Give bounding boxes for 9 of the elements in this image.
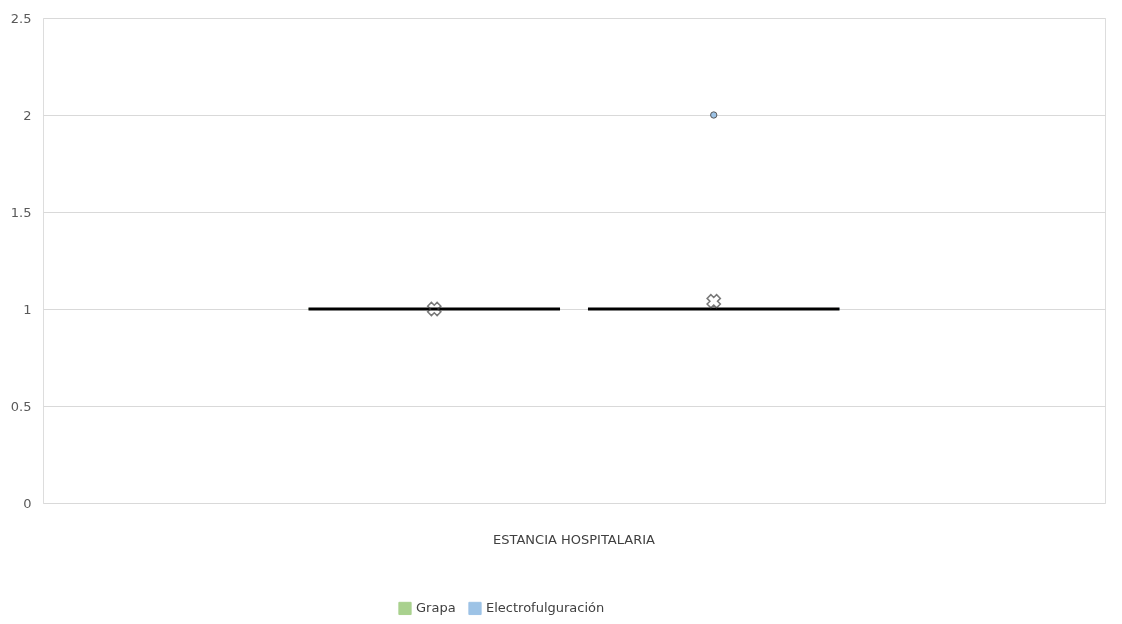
legend-label: Grapa — [416, 600, 456, 616]
y-tick-label: 0.5 — [10, 398, 32, 414]
y-tick-label: 2 — [23, 107, 32, 123]
y-tick-label: 0 — [23, 495, 32, 511]
legend-label: Electrofulguración — [486, 600, 605, 616]
y-tick-label: 1 — [23, 301, 32, 317]
y-tick-label: 1.5 — [10, 204, 32, 220]
x-tick-label: ESTANCIA HOSPITALARIA — [493, 531, 656, 547]
y-tick-label: 2.5 — [10, 10, 32, 26]
